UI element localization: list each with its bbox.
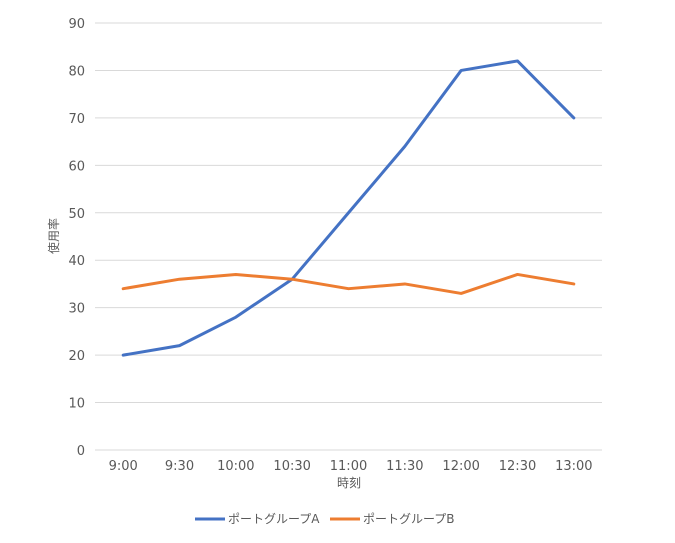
x-tick-label: 11:30 (386, 459, 423, 474)
legend-item-1: ポートグループA (195, 512, 320, 526)
x-tick-label: 10:00 (217, 459, 254, 474)
x-axis-title: 時刻 (337, 476, 361, 490)
x-tick-label: 9:30 (165, 459, 194, 474)
series-line-2 (121, 272, 576, 295)
y-tick-label: 50 (68, 207, 85, 222)
y-tick-label: 10 (68, 397, 85, 412)
y-axis-ticks: 0 10 20 30 40 50 60 70 80 90 (68, 17, 85, 459)
series-lines (121, 59, 576, 357)
y-tick-label: 90 (68, 17, 85, 32)
legend-label: ポートグループB (363, 512, 455, 526)
legend-label: ポートグループA (228, 512, 320, 526)
x-tick-label: 12:00 (442, 459, 479, 474)
y-tick-label: 70 (68, 112, 85, 127)
x-tick-label: 11:00 (330, 459, 367, 474)
y-tick-label: 40 (68, 254, 85, 269)
x-tick-label: 9:00 (109, 459, 138, 474)
series-line-1 (121, 59, 576, 357)
x-tick-label: 10:30 (273, 459, 310, 474)
y-tick-label: 60 (68, 159, 85, 174)
y-axis-title: 使用率 (46, 218, 61, 254)
legend-item-2: ポートグループB (330, 512, 455, 526)
y-tick-label: 0 (77, 444, 85, 459)
y-tick-label: 20 (68, 349, 85, 364)
x-tick-label: 13:00 (555, 459, 592, 474)
x-tick-label: 12:30 (499, 459, 536, 474)
y-tick-label: 30 (68, 302, 85, 317)
y-tick-label: 80 (68, 64, 85, 79)
legend: ポートグループA ポートグループB (195, 512, 455, 526)
gridlines (95, 22, 602, 451)
x-axis-ticks: 9:00 9:30 10:00 10:30 11:00 11:30 12:00 12:30 13… (109, 459, 593, 474)
